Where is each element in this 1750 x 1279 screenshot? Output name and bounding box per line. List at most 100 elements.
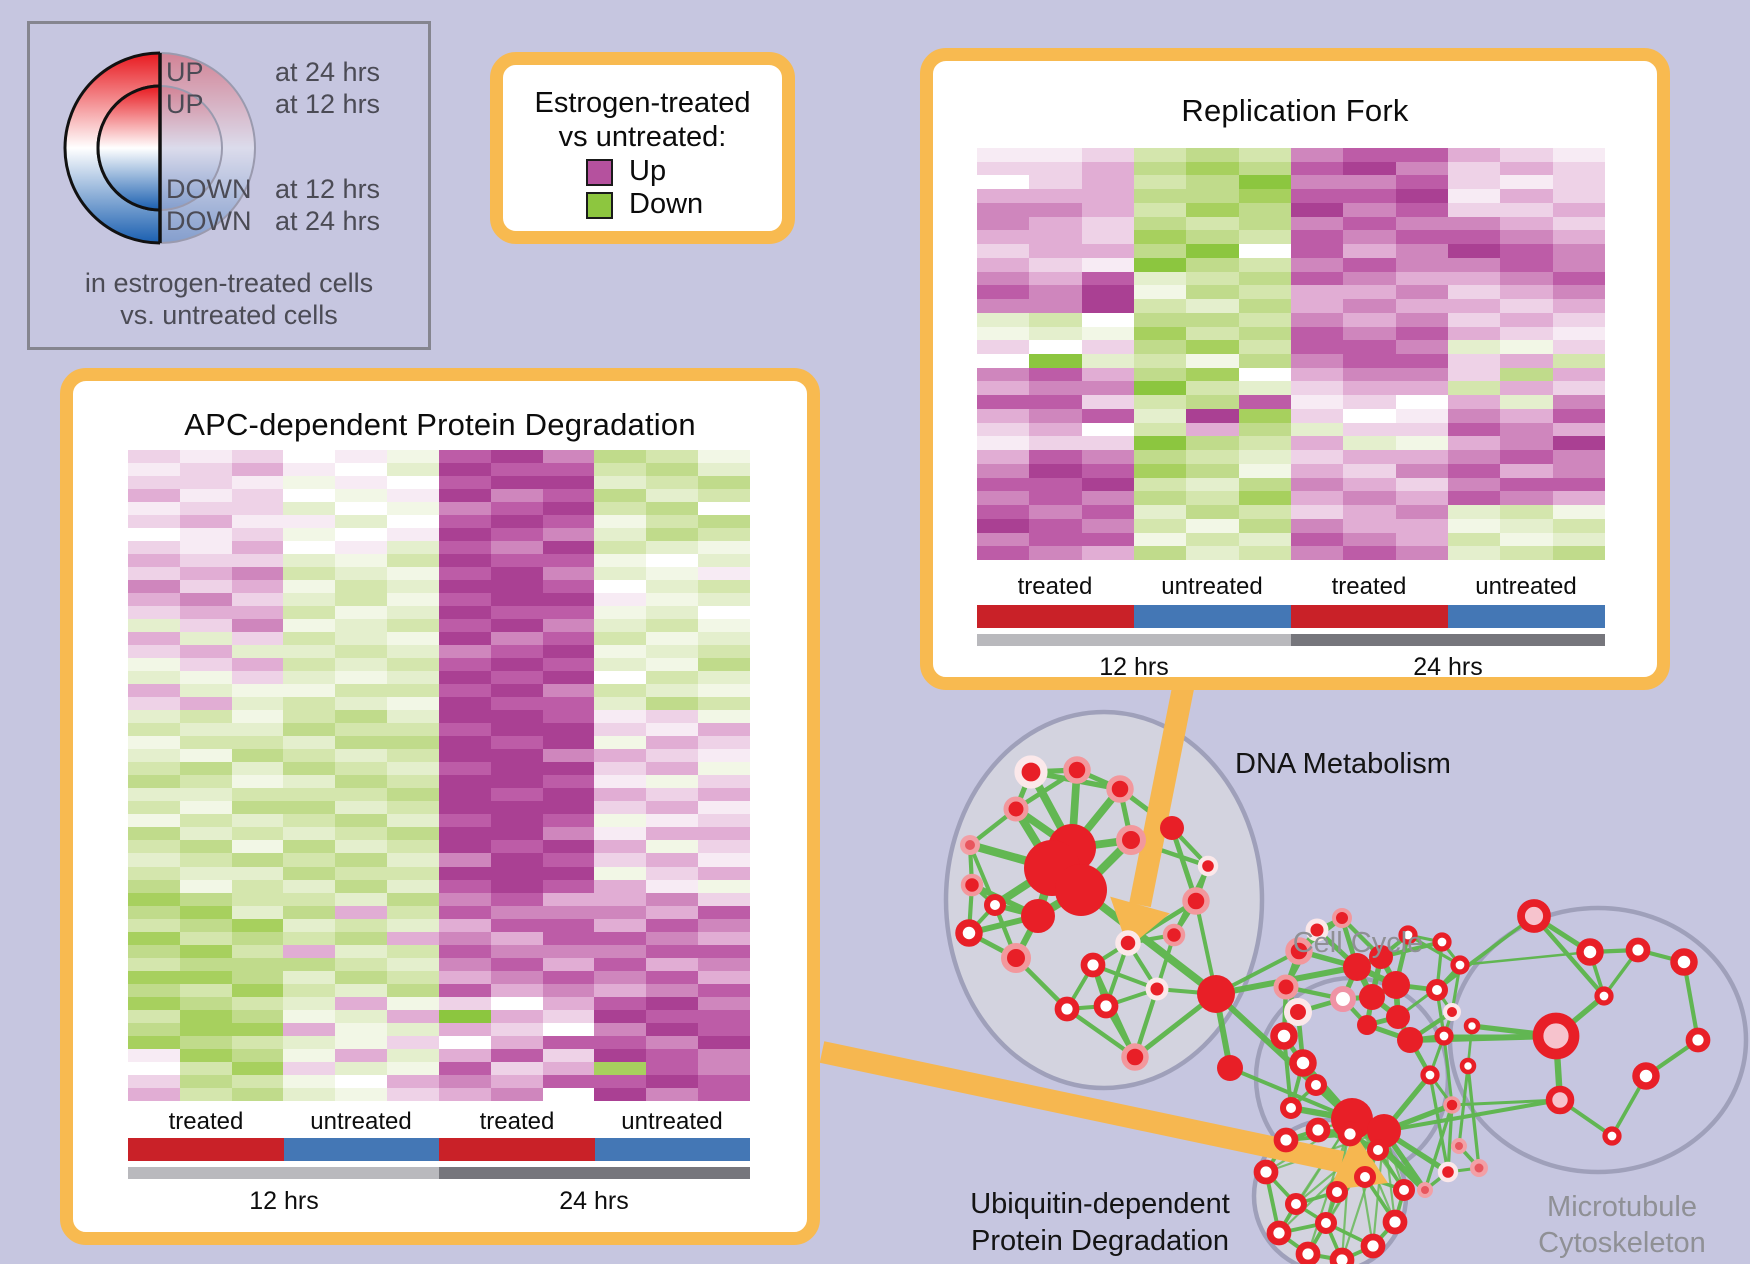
- heatmap-cell: [387, 697, 439, 711]
- heatmap-cell: [179, 515, 232, 529]
- heatmap-cell: [1552, 546, 1605, 560]
- heatmap-cell: [179, 1048, 232, 1062]
- heatmap-cell: [646, 450, 699, 464]
- heatmap-cell: [231, 996, 284, 1010]
- heatmap-cell: [335, 502, 388, 516]
- heatmap-cell: [128, 775, 180, 789]
- heatmap-cell: [1081, 367, 1134, 382]
- heatmap-cell: [1500, 491, 1553, 506]
- heatmap-cell: [1552, 477, 1605, 492]
- heatmap-cell: [128, 944, 180, 958]
- heatmap-cell: [128, 866, 180, 880]
- heatmap-cell: [283, 840, 336, 854]
- heatmap-cell: [1290, 340, 1344, 354]
- heatmap-cell: [594, 528, 647, 542]
- heatmap-cell: [1238, 216, 1291, 231]
- gene-node-cc: [1386, 1005, 1410, 1029]
- heatmap-cell: [438, 879, 491, 893]
- heatmap-cell: [335, 684, 388, 698]
- heatmap-cell: [335, 918, 388, 932]
- heatmap-cell: [128, 1048, 180, 1062]
- gene-node-ub: [1305, 1117, 1331, 1143]
- heatmap-cell: [283, 1022, 336, 1036]
- heatmap-cell: [128, 970, 180, 984]
- gene-node-mt: [1545, 1085, 1575, 1115]
- heatmap-cell: [1500, 422, 1553, 437]
- heatmap-cell: [490, 749, 543, 763]
- heatmap-cell: [1029, 381, 1082, 396]
- heatmap-cell: [128, 671, 180, 685]
- heatmap-cell: [1238, 450, 1291, 464]
- bottom-margin: [0, 1264, 1750, 1279]
- apc-24hrs-label: 24 hrs: [559, 1187, 629, 1215]
- heatmap-cell: [179, 957, 232, 971]
- heatmap-cell: [179, 450, 232, 464]
- heatmap-cell: [698, 645, 750, 659]
- heatmap-cell: [1029, 271, 1082, 286]
- heatmap-cell: [646, 918, 699, 932]
- gene-node-cc: [1397, 1027, 1423, 1053]
- heatmap-cell: [438, 671, 491, 685]
- heatmap-cell: [542, 1022, 595, 1036]
- heatmap-cell: [1552, 271, 1605, 286]
- heatmap-cell: [179, 775, 232, 789]
- heatmap-cell: [1238, 518, 1291, 533]
- heatmap-cell: [977, 216, 1030, 231]
- heatmap-cell: [1500, 285, 1553, 300]
- heatmap-cell: [1290, 312, 1344, 327]
- heatmap-cell: [231, 970, 284, 984]
- heatmap-cell: [698, 1035, 750, 1049]
- heatmap-cell: [646, 515, 699, 529]
- heatmap-cell: [1133, 244, 1187, 258]
- heatmap-cell: [283, 957, 336, 971]
- heatmap-cell: [977, 285, 1030, 300]
- heatmap-cell: [490, 892, 543, 906]
- heatmap-cell: [1290, 175, 1344, 190]
- heatmap-cell: [1238, 477, 1291, 492]
- heatmap-cell: [1343, 422, 1396, 437]
- heatmap-cell: [1029, 216, 1082, 231]
- heatmap-cell: [387, 970, 439, 984]
- heatmap-cell: [387, 983, 439, 997]
- heatmap-cell: [594, 905, 647, 919]
- heatmap-cell: [646, 567, 699, 581]
- heatmap-cell: [1029, 326, 1082, 341]
- heatmap-cell: [490, 1074, 543, 1088]
- heatmap-cell: [1290, 422, 1344, 437]
- heatmap-cell: [438, 528, 491, 542]
- heatmap-cell: [179, 554, 232, 568]
- heatmap-cell: [387, 554, 439, 568]
- heatmap-cell: [231, 957, 284, 971]
- heatmap-cell: [231, 710, 284, 724]
- heatmap-cell: [490, 853, 543, 867]
- heatmap-cell: [698, 567, 750, 581]
- heatmap-cell: [283, 879, 336, 893]
- heatmap-cell: [283, 1009, 336, 1023]
- heatmap-cell: [646, 489, 699, 503]
- heatmap-cell: [1500, 257, 1553, 272]
- heatmap-cell: [1395, 436, 1448, 451]
- heatmap-cell: [542, 762, 595, 776]
- heatmap-cell: [283, 658, 336, 672]
- heatmap-cell: [1290, 436, 1344, 451]
- heatmap-cell: [646, 801, 699, 815]
- heatmap-cell: [594, 658, 647, 672]
- heatmap-cell: [1395, 326, 1448, 341]
- heatmap-cell: [335, 580, 388, 594]
- gene-node-ub: [1382, 1209, 1408, 1235]
- heatmap-cell: [1081, 148, 1134, 162]
- heatmap-cell: [1290, 532, 1344, 547]
- heatmap-cell: [283, 749, 336, 763]
- heatmap-cell: [387, 632, 439, 646]
- heatmap-cell: [128, 1074, 180, 1088]
- heatmap-cell: [594, 541, 647, 555]
- heatmap-cell: [490, 1009, 543, 1023]
- heatmap-cell: [438, 541, 491, 555]
- heatmap-cell: [698, 918, 750, 932]
- heatmap-cell: [594, 671, 647, 685]
- heatmap-cell: [438, 1009, 491, 1023]
- heatmap-cell: [335, 476, 388, 490]
- heatmap-cell: [387, 931, 439, 945]
- heatmap-cell: [542, 1009, 595, 1023]
- heatmap-cell: [335, 853, 388, 867]
